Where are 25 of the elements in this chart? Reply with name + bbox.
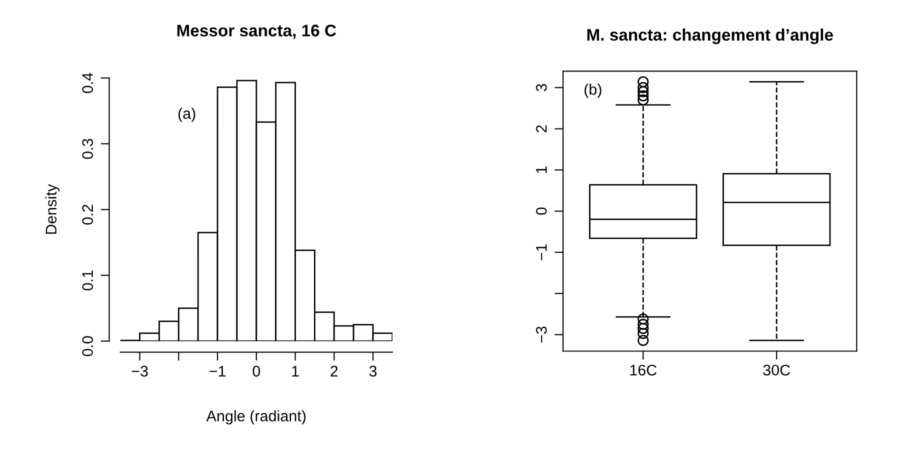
x-tick-label: 3	[369, 366, 377, 377]
x-tick-label: 16C	[630, 364, 657, 376]
y-tick-label: 0.1	[82, 270, 94, 290]
y-axis-title: Density	[45, 184, 60, 234]
y-tick-label: 2	[536, 125, 547, 132]
annotation: (b)	[584, 84, 602, 98]
y-tick-label: 1	[536, 166, 547, 174]
x-tick-label: −3	[132, 366, 148, 377]
x-tick-label: 0	[252, 366, 260, 377]
y-tick-label: −1	[536, 244, 547, 260]
x-tick-label: −1	[210, 366, 226, 376]
chart-title: Messor sancta, 16 C	[177, 24, 336, 39]
x-tick-label: 30C	[763, 364, 790, 376]
y-tick-label: 0	[536, 207, 547, 215]
annotation: (a)	[178, 108, 196, 122]
y-tick-label: 0.2	[82, 204, 94, 225]
y-tick-label: −3	[536, 326, 547, 343]
y-tick-label: 3	[536, 84, 547, 92]
chart-title: M. sancta: changement d’angle	[587, 28, 833, 44]
y-tick-label: 0.0	[82, 336, 94, 356]
x-tick-label: 2	[330, 366, 338, 376]
y-tick-label: 0.3	[82, 138, 94, 159]
x-axis-title: Angle (radiant)	[206, 410, 306, 424]
y-tick-label: 0.4	[82, 72, 94, 94]
x-tick-label: 1	[292, 366, 299, 376]
